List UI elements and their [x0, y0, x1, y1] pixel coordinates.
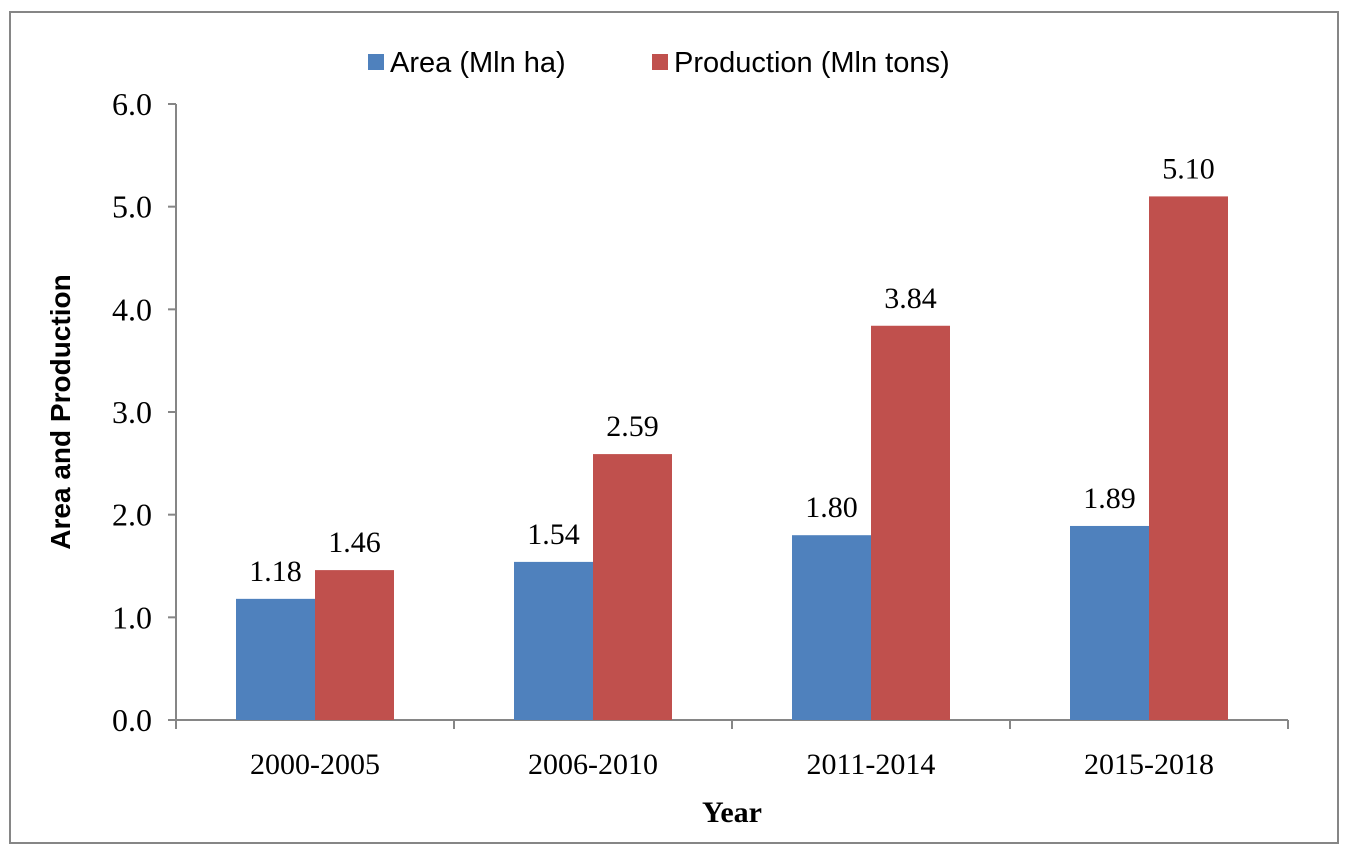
bar — [1149, 196, 1228, 720]
bar — [593, 454, 672, 720]
y-axis: 0.0 1.0 2.0 3.0 4.0 5.0 6.0 — [112, 86, 177, 738]
bar — [514, 561, 593, 720]
data-labels: 1.18 1.54 1.80 1.89 1.46 2.59 3.84 5.10 — [249, 152, 1215, 587]
legend-swatch — [368, 54, 384, 70]
bar — [315, 570, 394, 720]
data-label: 2.59 — [606, 410, 659, 443]
data-label: 1.46 — [328, 526, 381, 559]
bar — [871, 325, 950, 720]
y-tick-label: 2.0 — [112, 497, 152, 533]
data-label: 3.84 — [884, 282, 937, 315]
bar — [1070, 525, 1149, 720]
bars — [236, 196, 1228, 720]
x-axis-title: Year — [702, 796, 762, 829]
legend-label: Area (Mln ha) — [390, 47, 566, 79]
y-tick-label: 0.0 — [112, 702, 152, 738]
data-label: 1.80 — [805, 491, 858, 524]
data-label: 1.18 — [249, 555, 302, 588]
bar — [792, 535, 871, 720]
x-tick-label: 2006-2010 — [528, 748, 658, 781]
x-axis: 2000-2005 2006-2010 2011-2014 2015-2018 — [175, 719, 1289, 781]
bar — [236, 598, 315, 720]
legend-swatch — [652, 54, 668, 70]
x-tick-label: 2000-2005 — [250, 748, 380, 781]
y-tick-label: 4.0 — [112, 291, 152, 327]
y-tick-label: 6.0 — [112, 86, 152, 122]
x-tick-label: 2011-2014 — [807, 748, 936, 781]
legend-label: Production (Mln tons) — [674, 47, 950, 79]
y-tick-label: 1.0 — [112, 599, 152, 635]
data-label: 1.89 — [1083, 482, 1136, 515]
legend: Area (Mln ha) Production (Mln tons) — [368, 47, 950, 79]
data-label: 5.10 — [1162, 152, 1215, 185]
x-tick-label: 2015-2018 — [1084, 748, 1214, 781]
y-tick-label: 5.0 — [112, 189, 152, 225]
y-tick-label: 3.0 — [112, 394, 152, 430]
y-axis-title: Area and Production — [45, 274, 76, 549]
data-label: 1.54 — [527, 518, 580, 551]
